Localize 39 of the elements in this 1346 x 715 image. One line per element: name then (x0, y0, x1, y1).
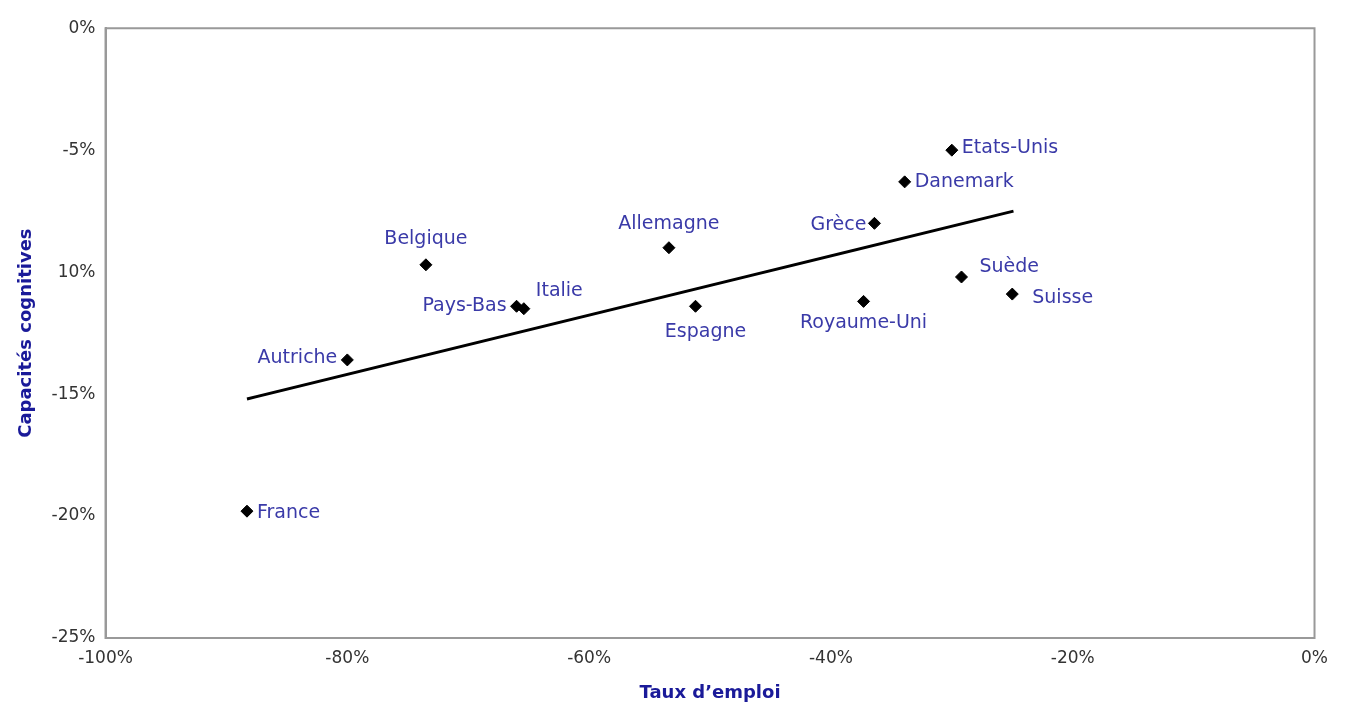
annotation: Suisse (1032, 285, 1094, 308)
y-tick-label: -5% (62, 138, 96, 159)
y-tick-label: 10% (57, 260, 96, 281)
x-tick-label: -60% (567, 646, 612, 667)
point (689, 299, 703, 313)
x-tick-label: -80% (325, 646, 370, 667)
annotation: Etats-Unis (961, 135, 1059, 158)
annotation: Royaume-Uni (799, 310, 928, 333)
annotation: Danemark (914, 168, 1014, 191)
annotation: Pays-Bas (422, 293, 507, 316)
y-tick-label: -25% (51, 626, 96, 647)
annotation: Allemagne (618, 210, 720, 233)
point (240, 504, 254, 518)
point (857, 294, 871, 308)
x-tick-label: -100% (78, 646, 133, 667)
point (954, 270, 968, 284)
y-axis-title: Capacités cognitives (14, 228, 36, 438)
point (517, 302, 531, 316)
x-tick-label: 0% (1301, 646, 1329, 667)
y-tick-label: -20% (51, 504, 96, 525)
x-tick-label: -20% (1050, 646, 1095, 667)
annotation: Suède (979, 253, 1040, 276)
annotation: Italie (535, 277, 583, 300)
point (340, 353, 354, 367)
y-tick-label: 0% (68, 16, 96, 37)
point (662, 241, 676, 255)
point (419, 258, 433, 272)
point (945, 143, 959, 157)
y-tick-label: -15% (51, 382, 96, 403)
point (867, 216, 881, 230)
annotation: France (256, 500, 321, 523)
point (1005, 287, 1019, 301)
annotation: Grèce (810, 212, 867, 235)
x-axis-title: Taux d’emploi (639, 680, 781, 702)
annotation: Belgique (384, 225, 468, 248)
annotation: Autriche (257, 344, 338, 367)
x-tick-label: -40% (808, 646, 853, 667)
point (898, 175, 912, 189)
annotation: Espagne (664, 319, 747, 342)
